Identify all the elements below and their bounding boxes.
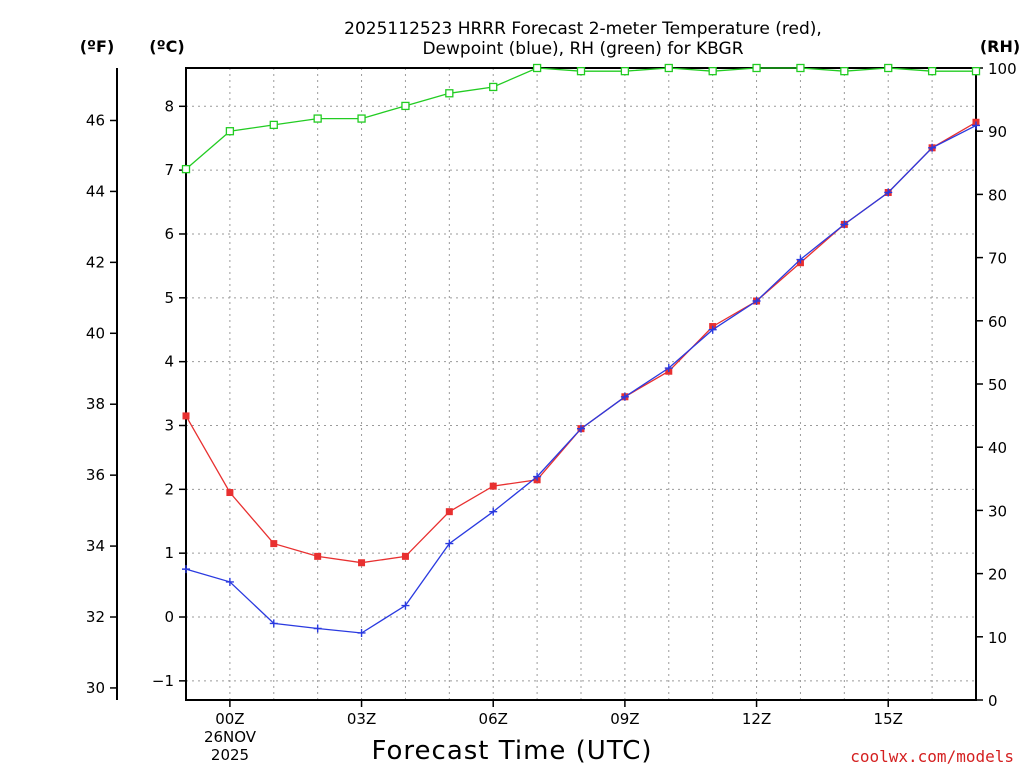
rh-point: [576, 67, 586, 76]
source-credit: coolwx.com/models: [850, 747, 1014, 766]
fahrenheit-tick-label: 36: [86, 466, 105, 484]
rh-point: [884, 63, 893, 73]
fahrenheit-tick-label: 32: [86, 608, 105, 626]
rh-point: [796, 63, 805, 73]
temperature-point: [270, 540, 278, 548]
rh-point: [927, 67, 937, 76]
dewpoint-point: [313, 624, 322, 633]
fahrenheit-tick-label: 38: [86, 395, 105, 413]
chart-title-line2: Dewpoint (blue), RH (green) for KBGR: [422, 39, 743, 59]
dewpoint-point: [445, 539, 454, 548]
dewpoint-point: [489, 507, 498, 516]
fahrenheit-tick-label: 40: [86, 324, 105, 342]
rh-tick-label: 40: [988, 439, 1007, 457]
temperature-point: [182, 412, 190, 420]
series: [181, 63, 981, 637]
temperature-point: [401, 552, 409, 560]
dewpoint-point: [928, 143, 937, 152]
rh-unit-label: (RH): [980, 37, 1020, 56]
dewpoint-point: [357, 628, 366, 637]
temperature-point: [489, 482, 497, 490]
rh-point: [401, 101, 410, 111]
rh-tick-label: 20: [988, 566, 1007, 584]
celsius-tick-label: 4: [164, 353, 174, 371]
rh-point: [708, 67, 717, 76]
dewpoint-point: [401, 601, 410, 610]
rh-point: [840, 67, 849, 76]
celsius-tick-label: 6: [164, 225, 174, 243]
temperature-point: [445, 508, 453, 516]
date-label-day: 26NOV: [204, 728, 257, 746]
rh-point: [532, 63, 542, 73]
x-axis-title: Forecast Time (UTC): [371, 736, 652, 766]
celsius-tick-label: 3: [164, 416, 174, 434]
celsius-unit-label: (ºC): [149, 37, 184, 56]
x-tick-label: 06Z: [479, 710, 508, 728]
rh-tick-label: 10: [988, 629, 1007, 647]
celsius-tick-label: 0: [164, 608, 174, 626]
rh-tick-label: 100: [988, 60, 1017, 78]
rh-tick-label: 50: [988, 376, 1007, 394]
temperature-point: [358, 559, 366, 567]
dewpoint-point: [182, 565, 190, 574]
rh-point: [313, 114, 322, 123]
celsius-tick-label: 8: [164, 97, 174, 115]
celsius-tick-label: −1: [152, 672, 174, 690]
celsius-tick-label: 2: [164, 480, 174, 498]
x-tick-label: 00Z: [215, 710, 244, 728]
rh-tick-label: 80: [988, 186, 1007, 204]
rh-point: [181, 164, 191, 174]
axes: 303234363840424446−101234567801020304050…: [86, 60, 1017, 728]
rh-point: [752, 63, 761, 73]
dewpoint-point: [708, 325, 717, 334]
dewpoint-point: [972, 121, 980, 130]
fahrenheit-tick-label: 34: [86, 537, 105, 555]
rh-point: [664, 63, 673, 73]
rh-point: [225, 127, 235, 136]
rh-tick-label: 60: [988, 313, 1007, 331]
dewpoint-point: [752, 297, 761, 306]
fahrenheit-tick-label: 46: [86, 111, 105, 129]
dewpoint-point: [620, 392, 629, 401]
chart-title-line1: 2025112523 HRRR Forecast 2-meter Tempera…: [344, 19, 822, 39]
fahrenheit-unit-label: (ºF): [80, 37, 115, 56]
fahrenheit-tick-label: 44: [86, 182, 105, 200]
celsius-tick-label: 5: [164, 289, 174, 307]
dewpoint-point: [664, 364, 673, 373]
rh-tick-label: 70: [988, 250, 1007, 268]
rh-tick-label: 90: [988, 123, 1007, 141]
dewpoint-point: [884, 188, 893, 197]
rh-point: [269, 120, 278, 130]
fahrenheit-tick-label: 30: [86, 679, 105, 697]
dewpoint-point: [269, 619, 278, 628]
x-tick-label: 12Z: [742, 710, 771, 728]
rh-point: [971, 67, 981, 76]
rh-tick-label: 0: [988, 692, 998, 710]
temperature-point: [226, 489, 234, 497]
dewpoint-point: [840, 220, 849, 229]
grid: [186, 68, 976, 700]
fahrenheit-tick-label: 42: [86, 253, 105, 271]
rh-point: [620, 67, 630, 76]
dewpoint-point: [533, 472, 542, 481]
plot-frame: [185, 67, 977, 701]
celsius-tick-label: 7: [164, 161, 174, 179]
dewpoint-point: [225, 577, 234, 586]
rh-point: [489, 82, 498, 92]
celsius-tick-label: 1: [164, 544, 174, 562]
x-tick-label: 15Z: [874, 710, 903, 728]
dewpoint-point: [796, 255, 805, 264]
dewpoint-point: [577, 424, 585, 433]
rh-point: [445, 89, 454, 98]
rh-tick-label: 30: [988, 502, 1007, 520]
x-tick-label: 09Z: [610, 710, 639, 728]
x-tick-label: 03Z: [347, 710, 376, 728]
date-label-year: 2025: [211, 746, 249, 764]
temperature-point: [314, 552, 322, 560]
rh-point: [357, 114, 366, 123]
